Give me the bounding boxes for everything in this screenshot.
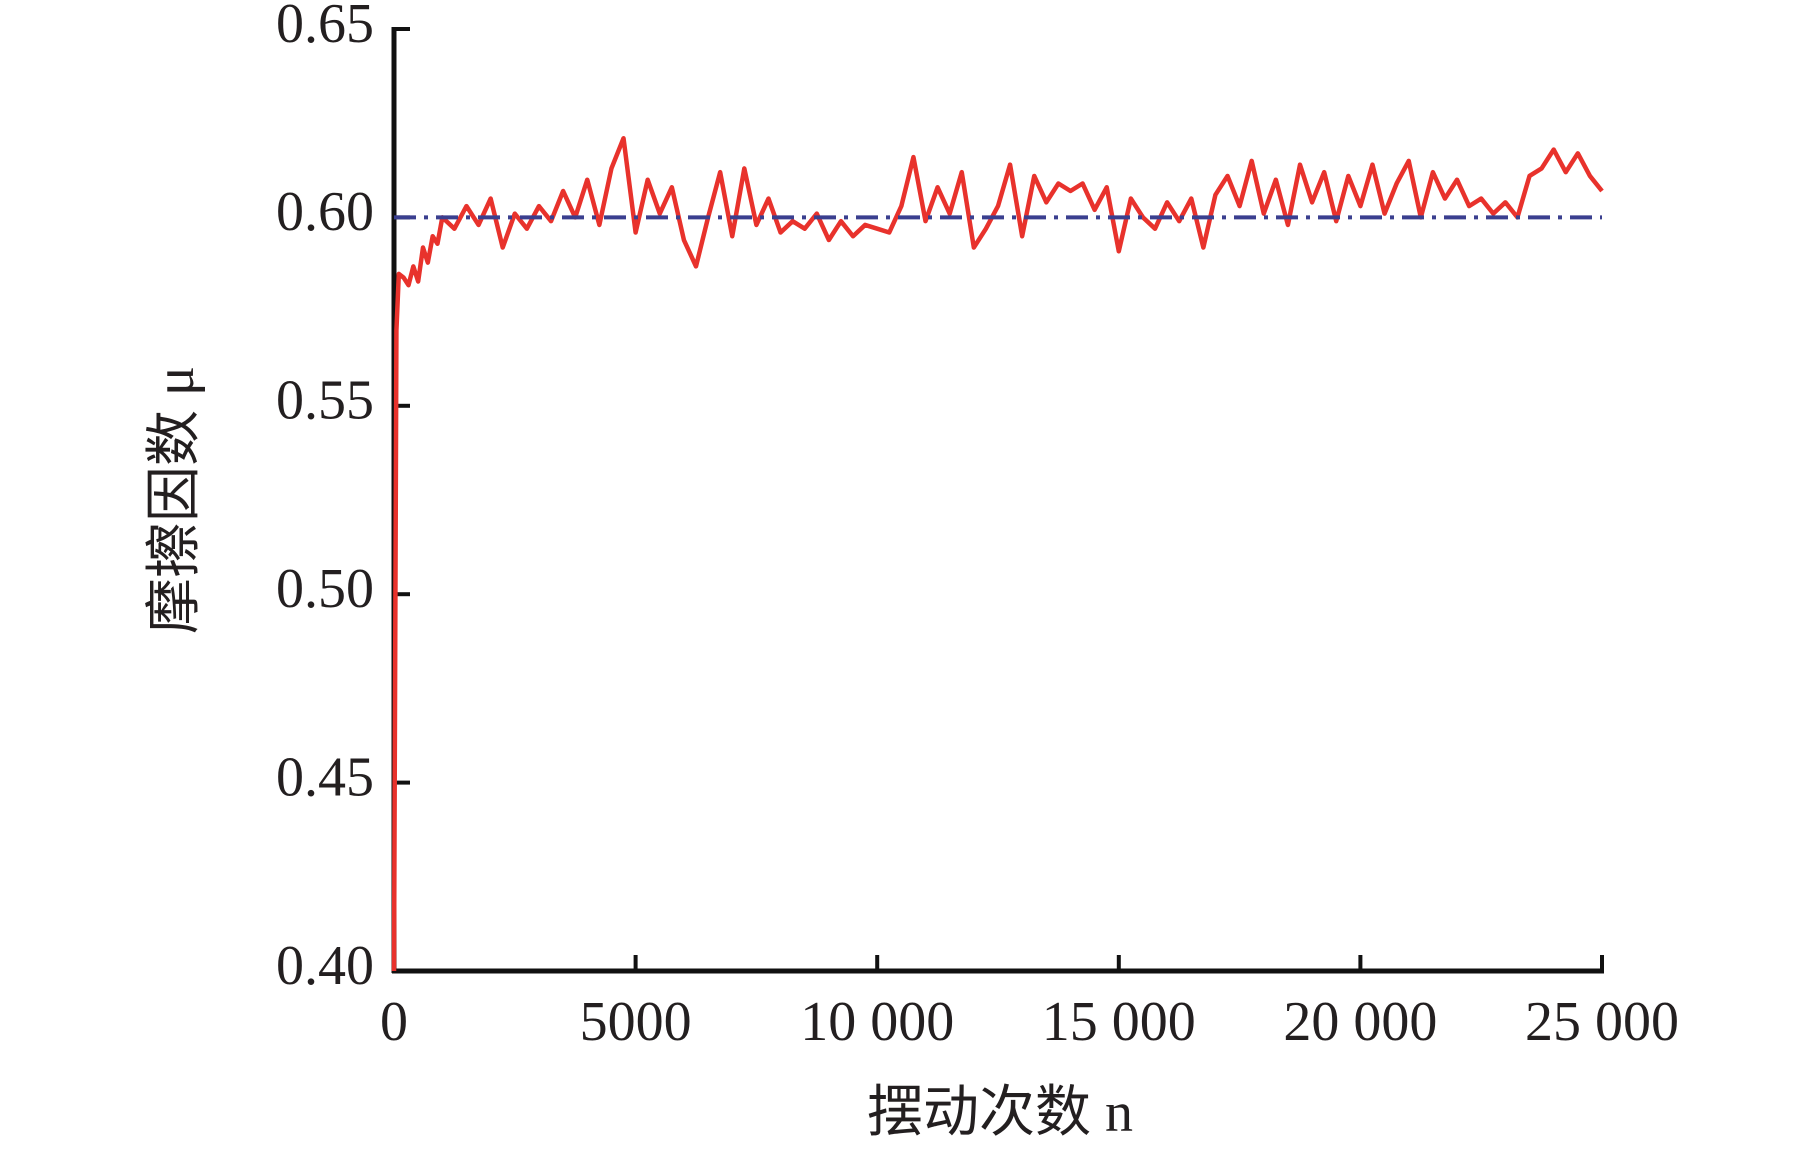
x-tick-label: 20 000 bbox=[1283, 991, 1437, 1053]
x-tick-label: 0 bbox=[380, 991, 408, 1053]
y-axis-label: 摩擦因数 μ bbox=[144, 366, 206, 634]
y-tick-label: 0.45 bbox=[276, 746, 374, 808]
x-tick-label: 25 000 bbox=[1525, 991, 1679, 1053]
y-tick-label: 0.50 bbox=[276, 558, 374, 620]
y-tick-label: 0.55 bbox=[276, 370, 374, 432]
y-tick-label: 0.60 bbox=[276, 181, 374, 243]
data-line bbox=[391, 136, 1604, 972]
x-tick-label: 10 000 bbox=[800, 991, 954, 1053]
y-tick-label: 0.65 bbox=[276, 0, 374, 55]
x-tick-label: 5000 bbox=[580, 991, 692, 1053]
x-axis-label: 摆动次数 n bbox=[867, 1082, 1133, 1144]
x-tick-label: 15 000 bbox=[1042, 991, 1196, 1053]
y-tick-label: 0.40 bbox=[276, 935, 374, 997]
